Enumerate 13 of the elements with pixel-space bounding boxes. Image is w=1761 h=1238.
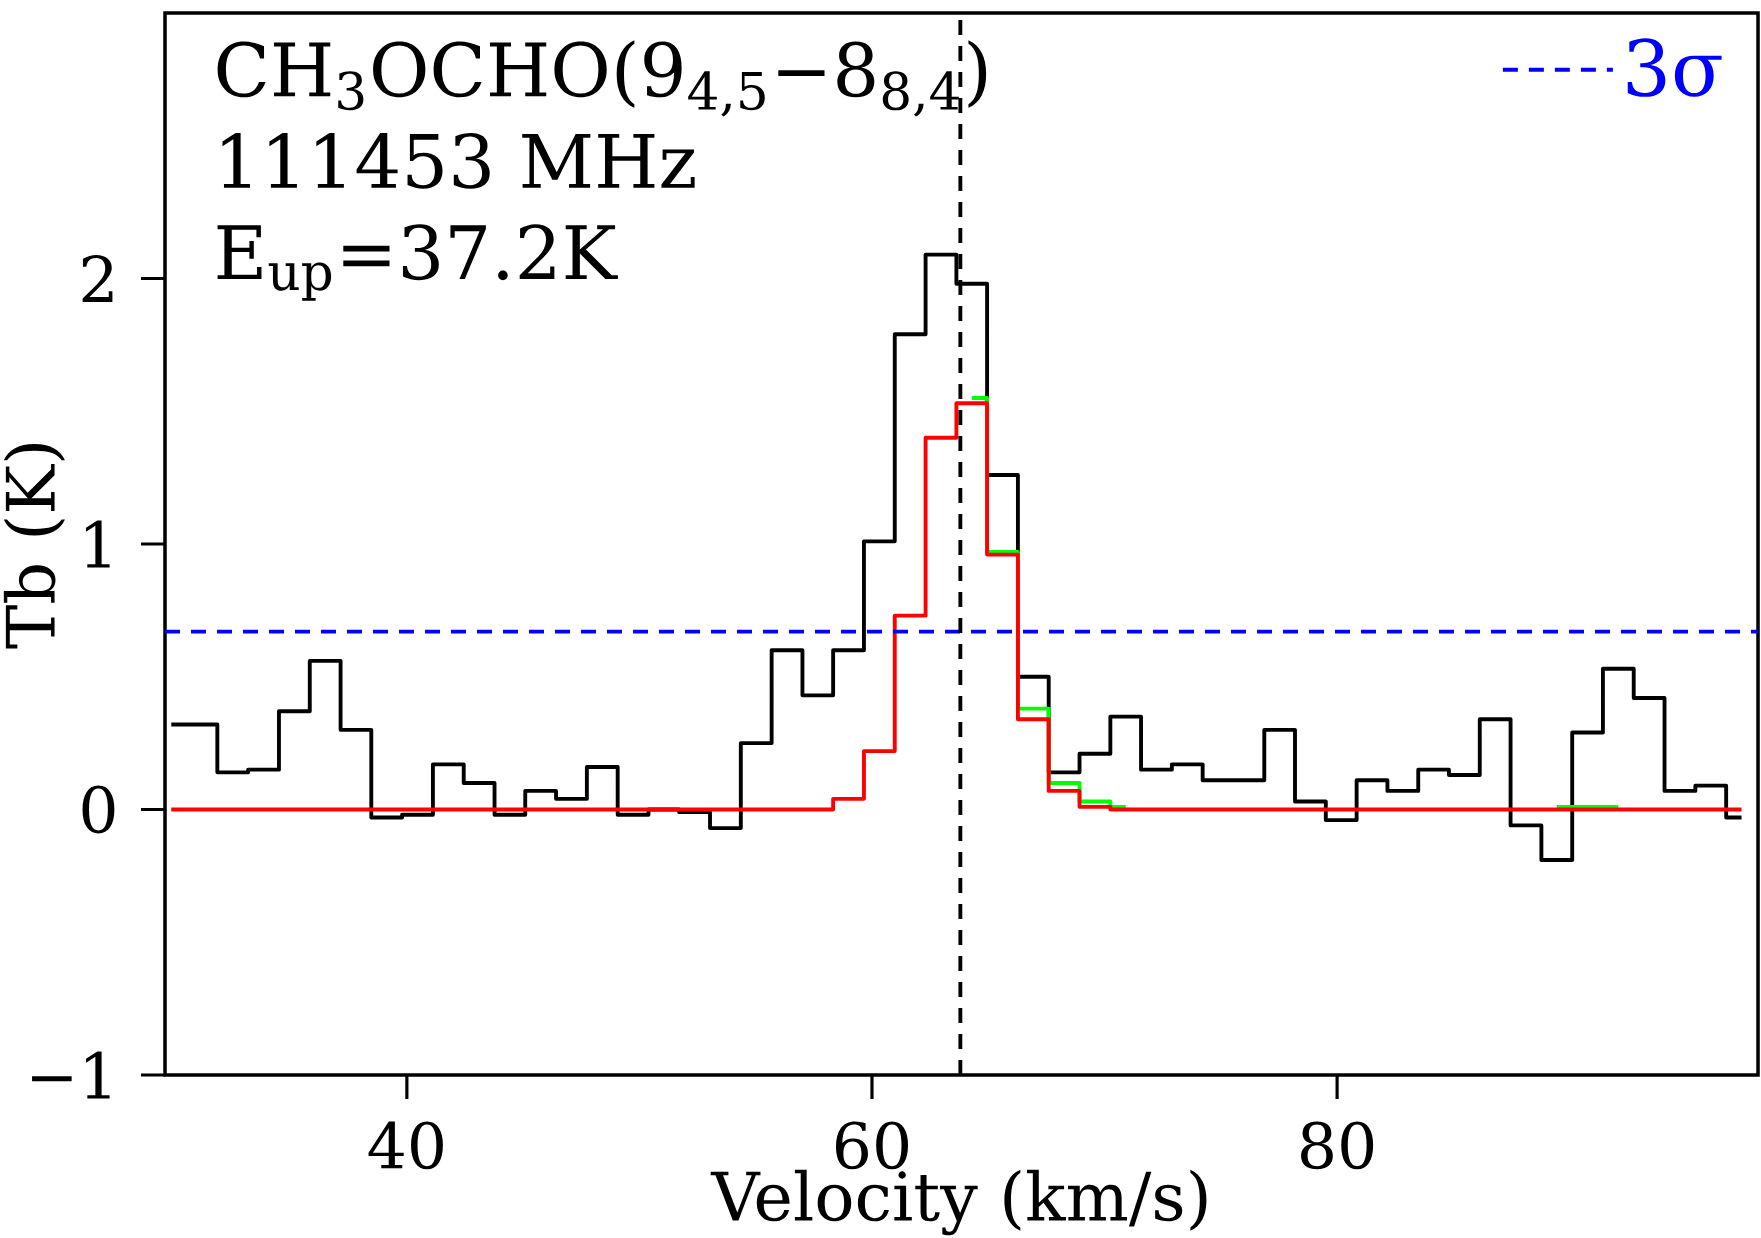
y-tick-label: 0 xyxy=(82,785,115,834)
y-tick-label: −1 xyxy=(32,1051,110,1099)
x-tick-label: 60 xyxy=(835,1121,909,1170)
x-tick-label: 80 xyxy=(1301,1121,1374,1170)
annotation: CH$_{3}$OCHO(9$_{4,5}$−8$_{8,4}$) xyxy=(217,40,987,117)
annotation: 111453 MHz xyxy=(222,132,695,189)
y-tick-label: 1 xyxy=(86,520,110,568)
x-axis-title: Velocity (km/s) xyxy=(710,1169,1207,1236)
y-tick-label: 2 xyxy=(82,255,113,302)
legend-label: 3σ xyxy=(1627,38,1722,97)
y-axis-title: Tb (K) xyxy=(3,444,65,649)
annotation: E$_{up}$=37.2K xyxy=(217,224,618,301)
x-tick-label: 40 xyxy=(368,1121,443,1170)
